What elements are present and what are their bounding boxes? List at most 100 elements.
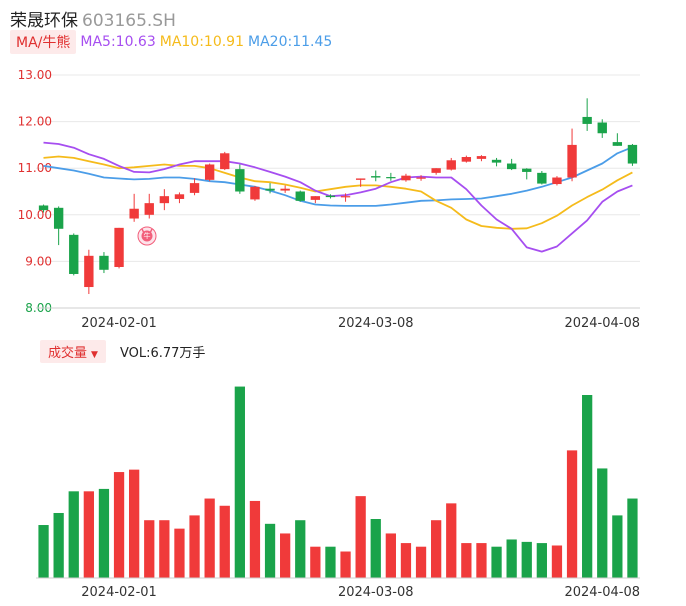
price-x-axis: 2024-02-01 2024-03-08 2024-04-08 [36, 307, 640, 331]
candle [235, 164, 245, 194]
y-tick-label: 9.00 [25, 254, 52, 268]
volume-indicator-dropdown[interactable]: 成交量 ▼ [40, 339, 106, 363]
volume-bar [295, 520, 306, 578]
candle-body [99, 255, 109, 270]
volume-bar [521, 541, 532, 578]
candle [53, 206, 64, 246]
ma10-label: MA10:10.91 [159, 34, 245, 50]
candle [204, 163, 215, 182]
volume-bar [340, 551, 351, 578]
volume-bar [129, 469, 140, 578]
y-tick-label: 11.00 [18, 161, 52, 175]
volume-bar [491, 546, 502, 578]
price-gridlines [36, 74, 640, 309]
candle-body [53, 207, 64, 229]
volume-bar [446, 503, 457, 578]
candle [295, 190, 305, 202]
candle-body [84, 255, 94, 288]
volume-x-axis: 2024-02-01 2024-03-08 2024-04-08 [36, 577, 640, 600]
volume-bar [627, 498, 638, 578]
volume-bar [113, 472, 125, 578]
candle [371, 170, 381, 182]
ma20-label: MA20:11.45 [248, 34, 333, 50]
candle [416, 175, 426, 181]
candle [69, 233, 79, 276]
candle [567, 128, 577, 182]
candle [310, 196, 321, 204]
volume-bar [325, 546, 336, 578]
volume-bar [280, 533, 291, 578]
candle [597, 119, 607, 138]
ma-legend: MA/牛熊 MA5:10.63 MA10:10.91 MA20:11.45 [10, 30, 336, 54]
candle-body [280, 188, 290, 191]
candle [280, 185, 290, 193]
volume-bar [566, 450, 578, 578]
volume-bar [53, 512, 64, 578]
x-tick-label: 2024-03-08 [338, 316, 414, 331]
x-tick-label: 2024-04-08 [564, 316, 640, 331]
bull-marker-icon[interactable]: 牛 [137, 226, 157, 246]
volume-bar [144, 520, 155, 578]
candlesticks [38, 98, 638, 295]
candle-body [582, 116, 592, 124]
volume-bar [159, 520, 170, 578]
volume-bar [597, 468, 608, 578]
candle [99, 252, 109, 274]
ma-toggle-button[interactable]: MA/牛熊 [10, 30, 77, 54]
candle-body [159, 196, 170, 204]
volume-bar [476, 543, 487, 578]
ma5-label: MA5:10.63 [80, 34, 156, 50]
candle [446, 157, 456, 171]
candle [491, 157, 502, 167]
candle-body [431, 168, 441, 173]
candle-body [506, 163, 517, 170]
x-tick-label: 2024-04-08 [564, 585, 640, 600]
candle [431, 168, 441, 175]
candle [401, 173, 411, 182]
candle-body [38, 205, 49, 211]
volume-bar [234, 386, 245, 578]
candle-body [567, 144, 577, 178]
y-tick-label: 12.00 [18, 115, 52, 129]
candle-body [461, 157, 472, 162]
volume-bar [506, 539, 517, 578]
volume-bar [612, 515, 623, 578]
stock-name: 荣晟环保 [10, 11, 78, 31]
volume-bar [536, 543, 547, 578]
candle [220, 151, 230, 171]
candle-body [446, 160, 456, 170]
candle-body [476, 156, 487, 159]
candle [461, 155, 472, 163]
candle-body [174, 194, 185, 199]
candle-body [295, 191, 305, 201]
ma20-line [43, 146, 633, 207]
volume-bar [310, 546, 321, 578]
caret-down-icon: ▼ [91, 349, 98, 360]
candle [582, 98, 592, 131]
candle-body [355, 178, 366, 180]
candle-body [265, 188, 275, 191]
candle [38, 204, 49, 213]
candle [265, 183, 275, 194]
moving-average-lines [43, 141, 633, 253]
volume-bar [355, 496, 366, 578]
volume-bar [204, 498, 215, 578]
candle [84, 249, 94, 295]
volume-bar [83, 491, 94, 578]
ma5-line [43, 141, 633, 253]
volume-bar [415, 546, 427, 578]
candle [144, 193, 154, 219]
volume-bar [370, 519, 381, 578]
candle-body [612, 142, 623, 146]
volume-bar [174, 528, 185, 578]
volume-bar [400, 543, 412, 578]
volume-bar [38, 525, 49, 578]
volume-dropdown-label: 成交量 [48, 345, 88, 361]
candle [522, 168, 532, 180]
candle-body [220, 153, 230, 170]
candle-body [416, 177, 426, 179]
x-tick-label: 2024-03-08 [338, 585, 414, 600]
candle [552, 176, 562, 186]
